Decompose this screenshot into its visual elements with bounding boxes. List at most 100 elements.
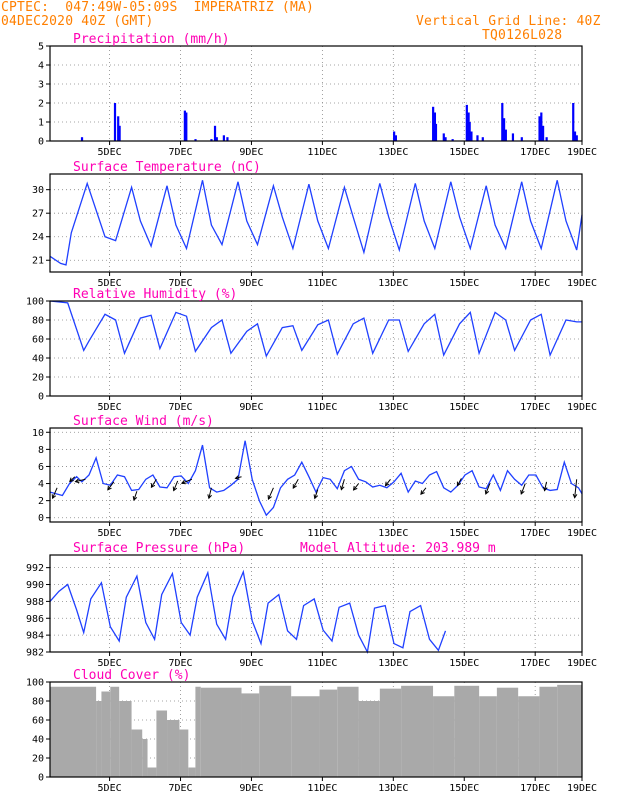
model-altitude: Model Altitude: 203.989 m (300, 541, 496, 556)
x-tick-label: 17DEC (520, 147, 550, 158)
x-tick-label: 7DEC (168, 147, 192, 158)
precip-bar (194, 139, 197, 141)
precip-bar (538, 116, 541, 141)
wind-arrow (107, 481, 115, 491)
precip-bar (215, 137, 218, 141)
x-tick-label: 5DEC (98, 658, 122, 669)
wind-arrow-head (267, 494, 272, 500)
y-tick-label: 0 (38, 513, 44, 524)
precip-bar (481, 137, 484, 141)
wind-arrow (133, 491, 138, 501)
y-tick-label: 986 (26, 614, 44, 625)
cloud-bar (142, 739, 148, 777)
y-tick-label: 20 (32, 373, 44, 384)
y-tick-label: 100 (26, 297, 44, 308)
y-tick-label: 100 (26, 678, 44, 689)
x-tick-label: 5DEC (98, 402, 122, 413)
x-tick-label: 11DEC (307, 658, 337, 669)
wind-arrow-head (384, 481, 390, 487)
y-tick-label: 990 (26, 580, 44, 591)
precip-bar (213, 125, 217, 141)
wind-arrow-head (420, 490, 425, 496)
x-tick-label: 19DEC (567, 278, 597, 289)
cloud-bar (110, 686, 120, 777)
wind-arrow-head (150, 483, 156, 489)
y-tick-label: 992 (26, 563, 44, 574)
precip-bar (183, 110, 186, 141)
wind-arrow (181, 478, 193, 484)
x-tick-label: 11DEC (307, 783, 337, 794)
x-tick-label: 17DEC (520, 658, 550, 669)
panel-frame (49, 173, 583, 273)
wind-arrow-head (520, 489, 525, 495)
x-tick-label: 15DEC (449, 278, 479, 289)
x-tick-label: 11DEC (307, 528, 337, 539)
x-tick-label: 19DEC (567, 783, 597, 794)
x-tick-label: 9DEC (239, 402, 263, 413)
cloud-bar (50, 686, 97, 777)
panel-title: Cloud Cover (%) (73, 668, 190, 683)
x-tick-label: 7DEC (168, 783, 192, 794)
cloud-bar (195, 686, 201, 777)
precip-bar (545, 137, 548, 141)
wind-arrow-head (572, 493, 578, 499)
precip-bar (541, 125, 545, 141)
y-tick-label: 0 (38, 392, 44, 403)
series-line (49, 569, 447, 655)
x-tick-label: 11DEC (307, 147, 337, 158)
wind-arrow-head (542, 486, 548, 492)
precip-bar (444, 137, 447, 141)
x-tick-label: 13DEC (378, 783, 408, 794)
wind-arrow (150, 479, 157, 488)
panel-frame (49, 427, 583, 523)
precip-bar (501, 103, 504, 141)
y-tick-label: 60 (32, 335, 44, 346)
series-line (49, 180, 583, 266)
precip-bar (210, 139, 213, 141)
cloud-bar (379, 688, 402, 777)
x-tick-label: 5DEC (98, 528, 122, 539)
cloud-bar (518, 696, 540, 777)
wind-arrow (574, 479, 578, 498)
wind-arrow-head (456, 481, 462, 487)
x-tick-label: 9DEC (239, 658, 263, 669)
x-tick-label: 9DEC (239, 147, 263, 158)
wind-arrow-head (132, 496, 138, 502)
wind-arrow-head (180, 479, 186, 485)
wind-arrow-head (292, 484, 297, 489)
wind-arrow-head (172, 486, 178, 492)
wind-arrow-head (352, 485, 358, 491)
x-tick-label: 17DEC (520, 402, 550, 413)
x-tick-label: 13DEC (378, 528, 408, 539)
wind-arrow (544, 481, 548, 491)
precip-bar (117, 116, 120, 141)
x-tick-label: 17DEC (520, 278, 550, 289)
cloud-bar (291, 696, 320, 777)
cloud-bar (358, 701, 380, 777)
cloud-bar (401, 685, 434, 777)
cloud-bar (179, 729, 189, 777)
precip-bar (468, 122, 471, 141)
precip-bar (520, 137, 523, 141)
cloud-bar (101, 691, 111, 777)
panel-title: Relative Humidity (%) (73, 287, 237, 302)
precip-bar (393, 131, 396, 141)
wind-arrow (75, 478, 86, 483)
x-tick-label: 19DEC (567, 658, 597, 669)
precip-bar (502, 118, 506, 141)
wind-arrow (292, 479, 299, 489)
cloud-bar (479, 696, 497, 777)
y-tick-label: 40 (32, 735, 44, 746)
wind-arrow (353, 483, 359, 491)
y-tick-label: 5 (38, 42, 44, 53)
y-tick-label: 6 (38, 462, 44, 473)
precip-bar (470, 131, 473, 141)
y-tick-label: 21 (32, 256, 44, 267)
wind-arrow (208, 487, 212, 499)
cloud-bar (188, 767, 196, 777)
x-tick-label: 9DEC (239, 278, 263, 289)
cloud-bar (557, 684, 582, 777)
wind-arrow (520, 483, 526, 495)
precip-bar (432, 106, 435, 141)
wind-arrow-head (69, 477, 74, 483)
